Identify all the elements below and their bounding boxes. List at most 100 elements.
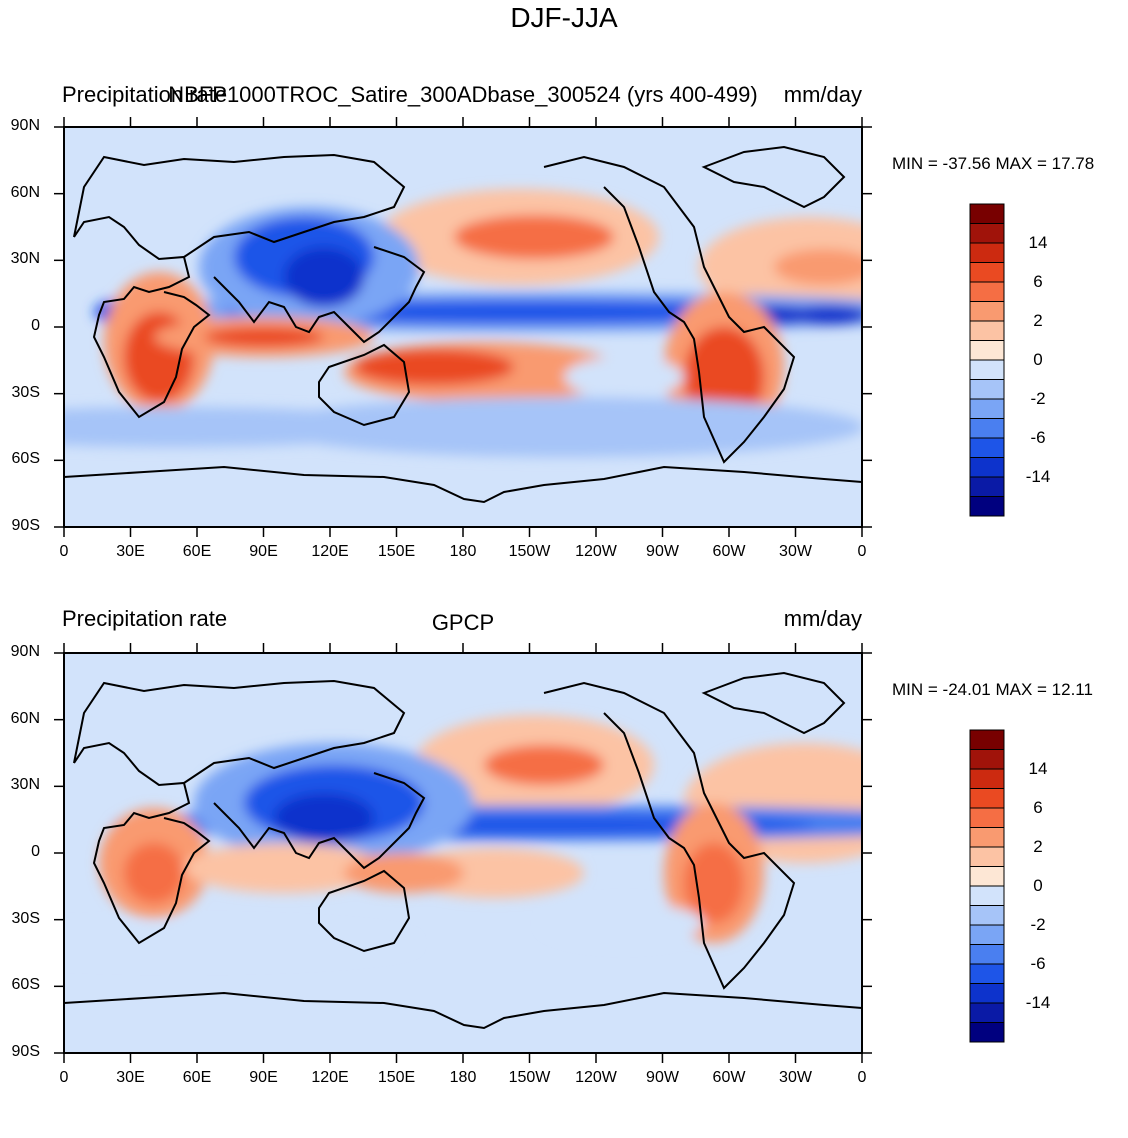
x-tick-label: 120E <box>311 1069 349 1086</box>
y-tick-label: 30S <box>11 909 40 927</box>
colorbar-box <box>969 281 1005 302</box>
x-tick-label: 120E <box>311 543 349 560</box>
coastline <box>73 679 406 784</box>
anomaly-contour <box>454 215 614 259</box>
x-tick-label: 180 <box>449 1069 477 1086</box>
colorbar-label: -6 <box>1030 954 1046 973</box>
x-tick-label: 90E <box>249 1069 278 1086</box>
x-tick-label: 120W <box>575 1069 617 1086</box>
x-tick-label: 0 <box>857 1069 867 1086</box>
coastlines <box>64 671 862 1030</box>
x-tick-label: 60E <box>182 543 212 560</box>
y-tick-label: 0 <box>31 317 40 334</box>
map-panel-gpcp: Precipitation rate GPCP mm/day MIN = -24… <box>0 598 1128 1138</box>
colorbar-box <box>969 437 1005 458</box>
y-tick-label: 60N <box>10 183 40 201</box>
coastline <box>64 991 862 1030</box>
x-tick-label: 60E <box>182 1069 212 1086</box>
panel-units-label: mm/day <box>783 82 862 107</box>
colorbar-box <box>969 866 1005 887</box>
colorbar-box <box>969 418 1005 439</box>
anomaly-contour <box>64 407 424 447</box>
x-tick-label: 30E <box>116 1069 145 1086</box>
coastlines <box>64 145 862 504</box>
colorbar-box <box>969 359 1005 380</box>
colorbar-label: 6 <box>1033 272 1043 291</box>
coastline <box>318 869 411 953</box>
x-tick-label: 90E <box>249 543 278 560</box>
anomaly-field <box>64 127 862 527</box>
coastline <box>213 772 426 870</box>
anomaly-contour <box>124 843 184 903</box>
colorbar-box <box>969 496 1005 517</box>
colorbar-label: 0 <box>1033 876 1043 895</box>
x-tick-label: 90W <box>646 1069 679 1086</box>
colorbar-box <box>969 476 1005 497</box>
coastline <box>213 246 426 344</box>
x-tick-label: 30E <box>116 543 145 560</box>
anomaly-contour <box>264 397 862 457</box>
anomaly-contour <box>789 305 862 325</box>
x-tick-label: 150W <box>508 543 551 560</box>
anomaly-contour <box>274 793 374 843</box>
colorbar-box <box>969 320 1005 341</box>
y-tick-label: 90N <box>10 117 40 134</box>
coastline <box>73 741 211 945</box>
colorbar-label: -2 <box>1030 915 1046 934</box>
colorbar-label: -14 <box>1025 467 1051 486</box>
x-tick-label: 150E <box>377 543 416 560</box>
anomaly-contour <box>284 247 364 307</box>
colorbar-box <box>969 379 1005 400</box>
coastline <box>73 153 406 258</box>
anomaly-contour <box>484 745 604 785</box>
colorbar-box <box>969 983 1005 1004</box>
colorbar-box <box>969 924 1005 945</box>
y-tick-label: 60S <box>11 976 40 994</box>
x-tick-label: 60W <box>712 543 746 560</box>
anomaly-contour <box>774 249 862 285</box>
colorbar-label: -2 <box>1030 389 1046 408</box>
colorbar-box <box>969 223 1005 244</box>
colorbar-box <box>969 1022 1005 1043</box>
map-panel-model: Precipitation rate NBFP1000TROC_Satire_3… <box>0 72 1128 612</box>
anomaly-field <box>64 653 862 1053</box>
colorbar-box <box>969 788 1005 809</box>
colorbar-box <box>969 301 1005 322</box>
y-tick-label: 90S <box>11 517 40 534</box>
figure-title: DJF-JJA <box>510 2 618 33</box>
colorbar-box <box>969 1002 1005 1023</box>
colorbar-box <box>969 885 1005 906</box>
anomaly-contour <box>354 349 514 385</box>
colorbar-box <box>969 749 1005 770</box>
colorbar-box <box>969 827 1005 848</box>
colorbar-label: 14 <box>1028 759 1048 778</box>
colorbar-box <box>969 846 1005 867</box>
colorbar-label: 2 <box>1033 837 1043 856</box>
colorbar-box <box>969 768 1005 789</box>
x-tick-label: 60W <box>712 1069 746 1086</box>
y-tick-label: 60N <box>10 709 40 727</box>
anomaly-contour <box>544 903 704 943</box>
coastline <box>543 681 796 990</box>
colorbar-label: 6 <box>1033 798 1043 817</box>
panel-left-label: Precipitation rate <box>62 606 228 631</box>
coastline <box>701 671 846 735</box>
colorbar-box <box>969 340 1005 361</box>
panel-center-label: GPCP <box>431 610 495 635</box>
panel-center-label: NBFP1000TROC_Satire_300ADbase_300524 (yr… <box>168 82 758 107</box>
colorbar-label: 2 <box>1033 311 1043 330</box>
map-svg <box>54 643 1005 1063</box>
colorbar-box <box>969 262 1005 283</box>
colorbar-box <box>969 203 1005 224</box>
x-tick-label: 150E <box>377 1069 416 1086</box>
anomaly-contour <box>204 327 324 347</box>
anomaly-contour <box>184 843 384 893</box>
colorbar-box <box>969 944 1005 965</box>
colorbar-box <box>969 457 1005 478</box>
coastline <box>543 155 796 464</box>
coastline <box>318 343 411 427</box>
colorbar-box <box>969 729 1005 750</box>
y-tick-label: 60S <box>11 450 40 468</box>
y-tick-label: 0 <box>31 843 40 860</box>
colorbar-box <box>969 963 1005 984</box>
